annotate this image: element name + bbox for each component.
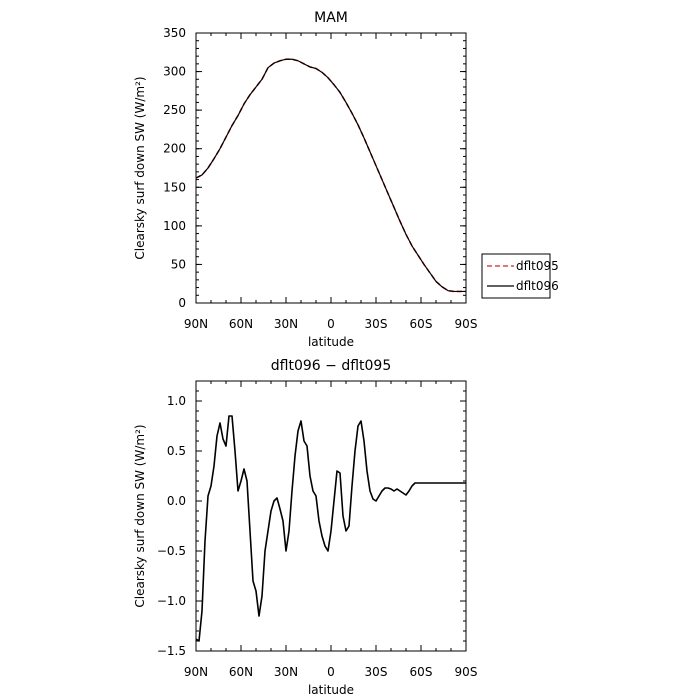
x-tick-label-0-2: 30N [274,317,298,331]
x-tick-label-0-4: 30S [365,317,388,331]
y-tick-label-0-6: 300 [163,65,186,79]
series-line-0-1 [195,58,466,293]
series-line-0-0 [195,58,466,293]
x-tick-label-0-6: 90S [455,317,478,331]
y-axis-label-1: Clearsky surf down SW (W/m²) [133,424,147,607]
chart-title-0: MAM [314,10,348,26]
plot-frame-1 [195,380,467,652]
legend-label-1: dflt096 [516,279,559,293]
legend-label-0: dflt095 [516,259,559,273]
y-tick-label-0-0: 0 [178,296,186,310]
x-axis-label-1: latitude [308,683,354,697]
x-tick-label-0-5: 60S [410,317,433,331]
y-tick-label-1-0: −1.5 [157,644,186,658]
series-line-1-0 [195,415,466,642]
y-tick-label-1-5: 1.0 [167,394,186,408]
x-tick-label-1-0: 90N [184,665,208,679]
x-axis-label-0: latitude [308,335,354,349]
x-tick-label-0-0: 90N [184,317,208,331]
y-tick-label-0-2: 100 [163,219,186,233]
legend-box [481,253,551,299]
y-tick-label-1-1: −1.0 [157,594,186,608]
x-tick-label-1-4: 30S [365,665,388,679]
y-tick-label-0-1: 50 [171,257,186,271]
chart-title-1: dflt096 − dflt095 [271,358,391,374]
y-tick-label-1-4: 0.5 [167,444,186,458]
y-tick-label-0-5: 250 [163,103,186,117]
y-tick-label-1-3: 0.0 [167,494,186,508]
y-tick-label-0-7: 350 [163,26,186,40]
x-tick-label-1-5: 60S [410,665,433,679]
x-tick-label-1-3: 0 [327,665,335,679]
y-axis-label-0: Clearsky surf down SW (W/m²) [133,76,147,259]
y-tick-label-1-2: −0.5 [157,544,186,558]
plot-frame-0 [195,32,467,304]
x-tick-label-0-3: 0 [327,317,335,331]
x-tick-label-0-1: 60N [229,317,253,331]
x-tick-label-1-1: 60N [229,665,253,679]
x-tick-label-1-6: 90S [455,665,478,679]
y-tick-label-0-3: 150 [163,180,186,194]
y-tick-label-0-4: 200 [163,142,186,156]
x-tick-label-1-2: 30N [274,665,298,679]
